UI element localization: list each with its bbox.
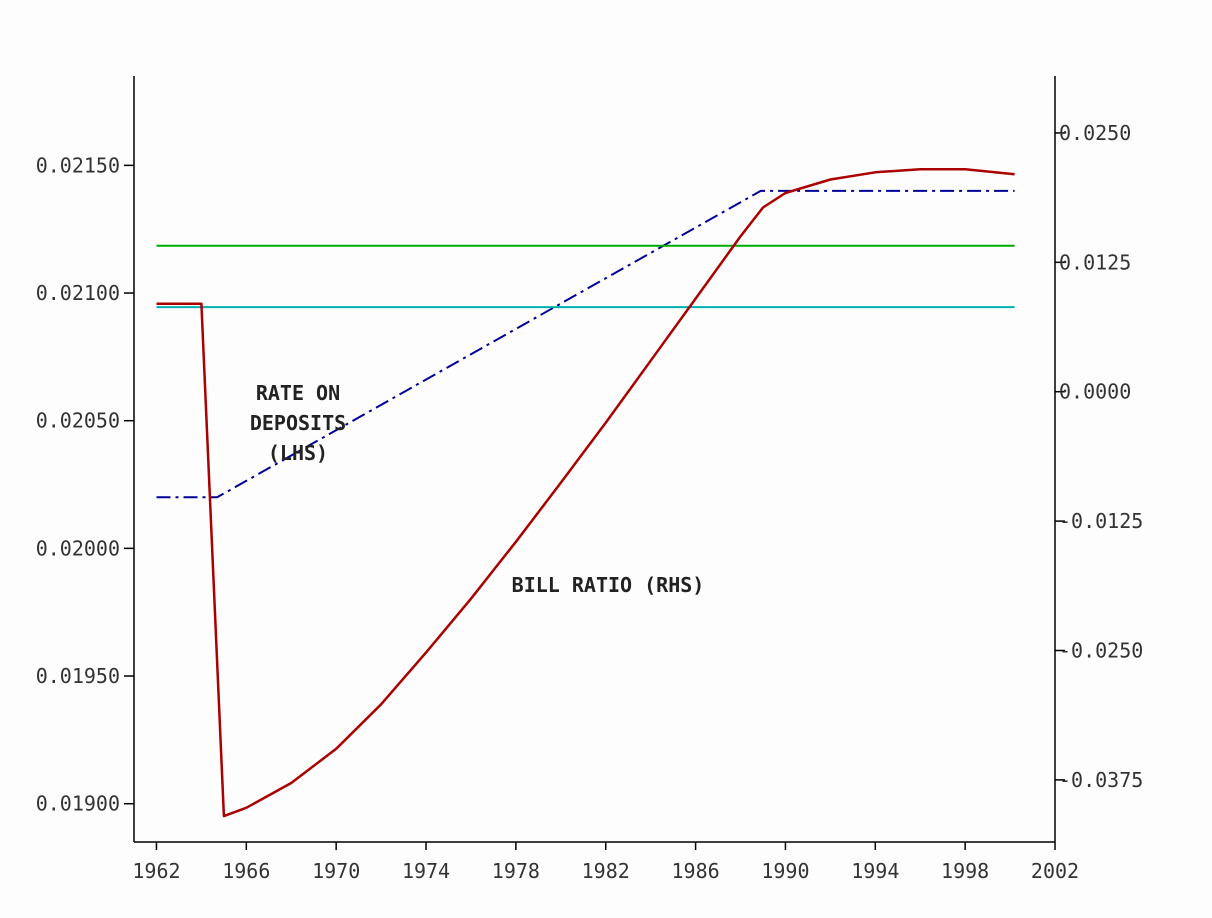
y-right-tick-label: 0.0125 <box>1059 250 1131 274</box>
annotation-text: DEPOSITS <box>250 411 346 435</box>
x-tick-label: 1982 <box>582 859 630 883</box>
y-axis-right: 0.0250 0.0125 0.0000 -0.0125 -0.0250 -0.0375 <box>1055 121 1143 792</box>
series-line-0 <box>156 189 1015 499</box>
annotation-text: RATE ON <box>256 381 340 405</box>
annotation-text: (LHS) <box>268 441 328 465</box>
x-tick-label: 1970 <box>312 859 360 883</box>
x-tick-label: 2002 <box>1031 859 1079 883</box>
y-axis-left: 0.01900 0.01950 0.02000 0.02050 0.02100 0.021… <box>36 153 134 816</box>
annotations: RATE ON DEPOSITS (LHS) BILL RATIO (RHS) <box>250 381 704 597</box>
y-right-tick-label: 0.0000 <box>1059 380 1131 404</box>
x-tick-label: 1974 <box>402 859 450 883</box>
y-right-tick-label: -0.0375 <box>1059 768 1143 792</box>
y-left-tick-label: 0.01950 <box>36 664 120 688</box>
y-left-tick-label: 0.01900 <box>36 792 120 816</box>
y-right-tick-label: -0.0250 <box>1059 639 1143 663</box>
x-tick-label: 1962 <box>132 859 180 883</box>
x-tick-label: 1990 <box>761 859 809 883</box>
x-tick-label: 1978 <box>492 859 540 883</box>
plot-lines <box>156 167 1015 818</box>
annotation-text: BILL RATIO (RHS) <box>512 573 705 597</box>
y-right-tick-label: -0.0125 <box>1059 509 1143 533</box>
plot-frame <box>133 76 1056 843</box>
y-right-tick-label: 0.0250 <box>1059 121 1131 145</box>
y-left-tick-label: 0.02100 <box>36 281 120 305</box>
x-axis: 1962 1966 1970 1974 1978 1982 1986 1990 1994 1998… <box>132 842 1079 883</box>
y-left-tick-label: 0.02000 <box>36 536 120 560</box>
y-left-tick-label: 0.02050 <box>36 409 120 433</box>
series-line-3 <box>156 167 1015 818</box>
x-tick-label: 1994 <box>851 859 899 883</box>
x-tick-label: 1966 <box>222 859 270 883</box>
x-tick-label: 1998 <box>941 859 989 883</box>
y-left-tick-label: 0.02150 <box>36 153 120 177</box>
x-tick-label: 1986 <box>671 859 719 883</box>
